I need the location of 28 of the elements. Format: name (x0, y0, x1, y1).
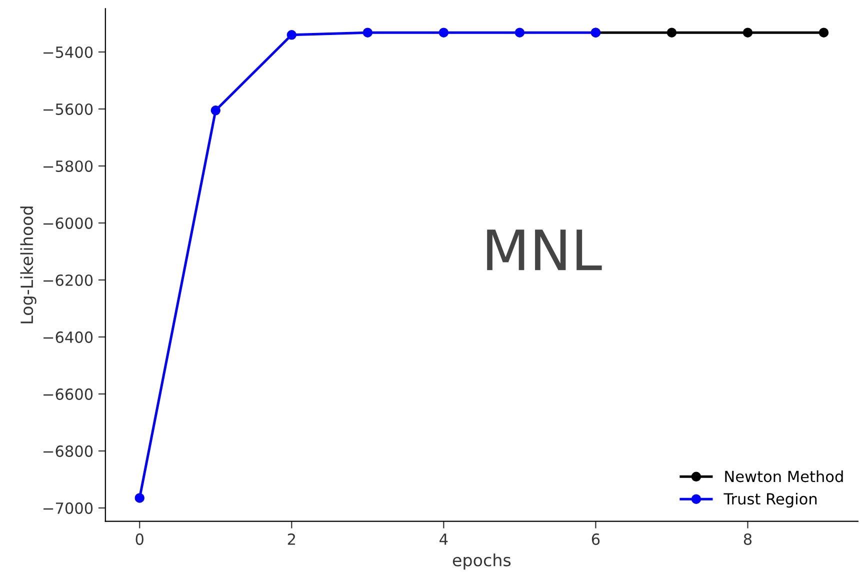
annotation: MNL (487, 230, 602, 270)
y-tick-label: −6000 (44, 217, 93, 229)
legend-label: Trust Region (724, 492, 817, 508)
point (438, 28, 449, 38)
y-tick-label: −6800 (44, 445, 93, 457)
point (362, 28, 373, 38)
y-tick-label: −6200 (44, 274, 93, 286)
y-tick-label: −7000 (44, 502, 93, 514)
y-tick-label: −5400 (44, 46, 93, 58)
x-axis-title: epochs (452, 554, 511, 570)
y-tick-label: −5800 (44, 160, 93, 172)
legend-label: Newton Method (725, 470, 843, 482)
y-tick-label: −6600 (44, 388, 93, 400)
point (210, 106, 220, 116)
point (134, 493, 144, 503)
x-tick-label: 2 (288, 533, 295, 545)
point (666, 28, 677, 38)
x-tick-label: 0 (136, 533, 144, 545)
point (514, 28, 525, 38)
y-tick-label: −5600 (44, 103, 93, 116)
point (818, 28, 829, 38)
point (286, 30, 297, 40)
point (742, 28, 753, 38)
x-tick-label: 8 (744, 533, 752, 545)
x-tick-label: 4 (440, 534, 448, 545)
x-tick-label: 6 (592, 533, 600, 545)
y-axis-title: Log-Likelihood (20, 206, 36, 324)
y-tick-label: −6400 (44, 331, 93, 343)
